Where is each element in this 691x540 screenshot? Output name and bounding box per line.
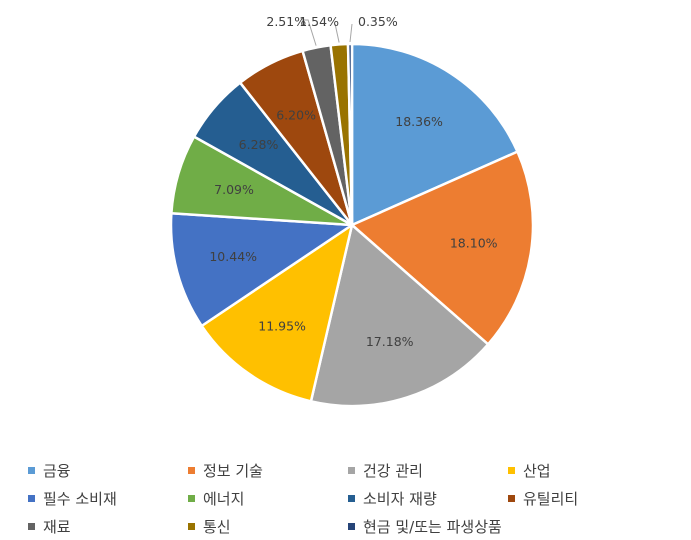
pie-chart: 18.36% 18.10% 17.18% 11.95% 10.44% 7.09% 6.28%…: [169, 14, 535, 408]
legend-label: 건강 관리: [363, 461, 423, 480]
pie-slice: [309, 223, 490, 408]
legend-label: 현금 및/또는 파생상품: [363, 517, 502, 536]
data-label: 18.10%: [450, 236, 498, 251]
pie-slice: [169, 212, 354, 328]
legend-item-energy: 에너지: [188, 488, 348, 509]
legend-label: 재료: [43, 517, 71, 536]
legend-item-communications: 통신: [188, 516, 348, 537]
legend-swatch: [348, 494, 355, 502]
legend-label: 유틸리티: [523, 489, 579, 508]
legend-row: 필수 소비재 에너지 소비자 재량 유틸리티: [28, 484, 668, 512]
pie-slice: [346, 42, 354, 227]
legend-item-industrials: 산업: [508, 460, 668, 481]
legend-item-finance: 금융: [28, 460, 188, 481]
legend-swatch: [188, 494, 195, 502]
data-labels: 18.36% 18.10% 17.18% 11.95% 10.44% 7.09% 6.28%…: [209, 14, 497, 349]
legend-swatch: [508, 494, 515, 502]
data-label: 6.28%: [239, 137, 279, 152]
pie-slice: [200, 223, 354, 403]
chart-legend: 금융 정보 기술 건강 관리 산업 필수 소비재 에너지 소비자 재량: [28, 456, 668, 540]
legend-swatch: [348, 522, 355, 530]
legend-row: 금융 정보 기술 건강 관리 산업: [28, 456, 668, 484]
legend-swatch: [188, 522, 195, 530]
legend-item-information-technology: 정보 기술: [188, 460, 348, 481]
legend-label: 금융: [43, 461, 71, 480]
legend-label: 정보 기술: [203, 461, 263, 480]
legend-item-consumer-staples: 필수 소비재: [28, 488, 188, 509]
legend-row: 재료 통신 현금 및/또는 파생상품: [28, 512, 668, 540]
legend-label: 에너지: [203, 489, 245, 508]
leader-lines: [302, 19, 353, 46]
data-label: 17.18%: [366, 334, 414, 349]
legend-label: 산업: [523, 461, 551, 480]
leader-line: [334, 23, 340, 43]
pie-slice: [350, 150, 535, 346]
data-label: 11.95%: [258, 318, 306, 333]
legend-swatch: [28, 494, 35, 502]
legend-swatch: [188, 466, 195, 474]
data-label: 6.20%: [276, 107, 316, 122]
legend-swatch: [508, 466, 515, 474]
legend-label: 필수 소비재: [43, 489, 117, 508]
legend-label: 소비자 재량: [363, 489, 437, 508]
pie-slices: [169, 42, 535, 408]
leader-line: [349, 23, 353, 43]
legend-swatch: [28, 466, 35, 474]
legend-label: 통신: [203, 517, 231, 536]
data-label: 1.54%: [299, 14, 339, 29]
legend-swatch: [348, 466, 355, 474]
legend-item-utilities: 유틸리티: [508, 488, 668, 509]
leader-line: [302, 19, 317, 46]
legend-item-materials: 재료: [28, 516, 188, 537]
data-label: 10.44%: [209, 249, 257, 264]
legend-item-consumer-discretionary: 소비자 재량: [348, 488, 508, 509]
legend-item-health-care: 건강 관리: [348, 460, 508, 481]
legend-item-cash-derivatives: 현금 및/또는 파생상품: [348, 516, 508, 537]
data-label: 2.51%: [266, 14, 306, 29]
legend-swatch: [28, 522, 35, 530]
pie-slice: [350, 42, 519, 227]
data-label: 7.09%: [214, 182, 254, 197]
data-label: 0.35%: [358, 14, 398, 29]
data-label: 18.36%: [395, 114, 443, 129]
